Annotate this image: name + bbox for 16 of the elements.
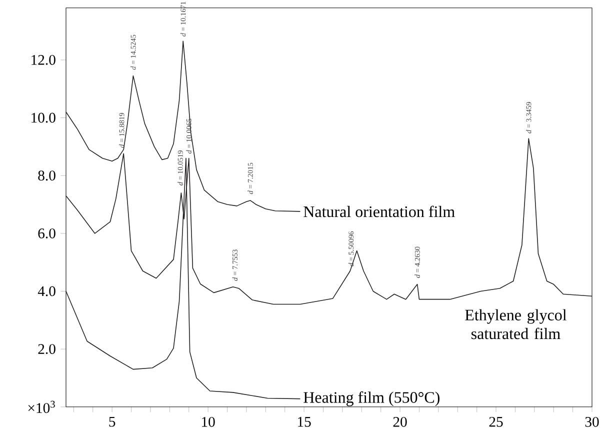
x-tick-label: 20 bbox=[393, 416, 407, 427]
y-tick-label: 2.0 bbox=[38, 344, 56, 354]
series-label: Natural orientation film bbox=[304, 206, 455, 218]
y-tick-label: 8.0 bbox=[38, 170, 56, 181]
series-label: Ethylene glycol saturated film bbox=[465, 309, 567, 340]
y-tick-label: ×10$^{3}$ bbox=[28, 400, 55, 414]
x-tick-label: 15 bbox=[298, 416, 311, 427]
y-tick-label: 4.0 bbox=[38, 286, 56, 296]
y-tick-label: 10.0 bbox=[32, 112, 56, 123]
x-tick-label: 30 bbox=[585, 416, 599, 427]
x-tick-label: 5 bbox=[109, 416, 116, 427]
y-tick-label: 12.0 bbox=[32, 55, 56, 65]
x-tick-label: 10 bbox=[202, 416, 215, 427]
y-tick-label: 6.0 bbox=[38, 228, 56, 238]
series-label: Heating film (550°C) bbox=[304, 391, 440, 406]
x-tick-label: 25 bbox=[489, 416, 503, 427]
